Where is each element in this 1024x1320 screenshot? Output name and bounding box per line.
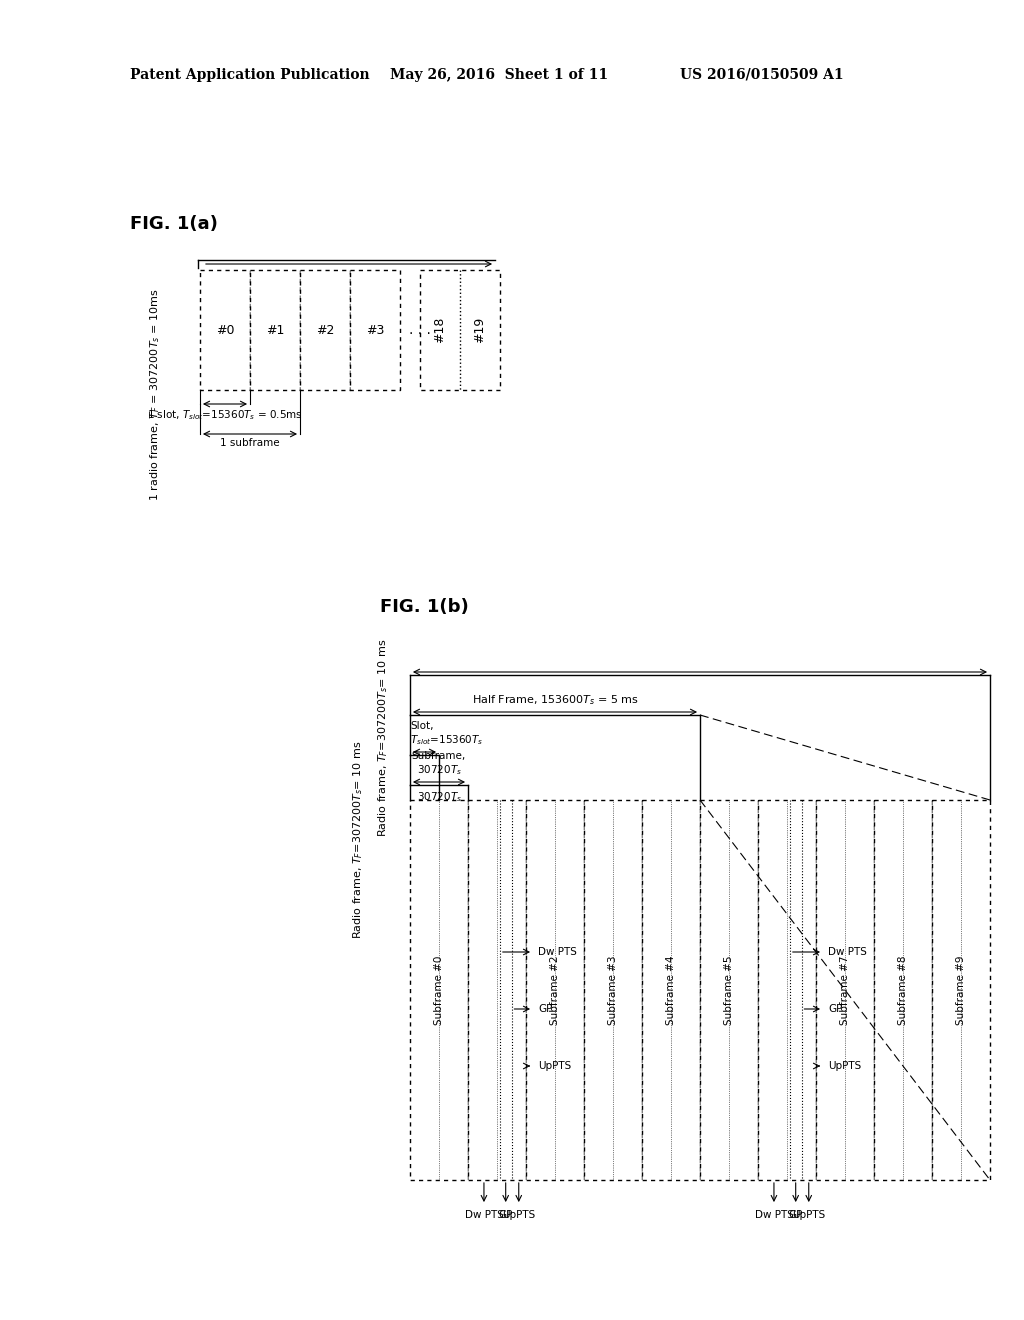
Bar [350, 271, 400, 389]
Text: #18: #18 [433, 317, 446, 343]
Bar [700, 800, 758, 1180]
Text: UpPTS: UpPTS [828, 1061, 861, 1071]
Text: Radio frame, $T_F$=307200$T_s$= 10 ms: Radio frame, $T_F$=307200$T_s$= 10 ms [351, 741, 365, 939]
Text: Dw PTS: Dw PTS [755, 1210, 794, 1220]
Bar [420, 271, 500, 389]
Text: Subframe #4: Subframe #4 [666, 956, 676, 1024]
Bar [642, 800, 700, 1180]
Text: Radio frame, $T_F$=307200$T_s$= 10 ms: Radio frame, $T_F$=307200$T_s$= 10 ms [376, 639, 390, 837]
Text: Half Frame, 153600$T_s$ = 5 ms: Half Frame, 153600$T_s$ = 5 ms [471, 693, 639, 708]
Text: FIG. 1(b): FIG. 1(b) [380, 598, 469, 616]
Text: Dw PTS: Dw PTS [828, 946, 867, 957]
Text: Patent Application Publication: Patent Application Publication [130, 69, 370, 82]
Text: #1: #1 [266, 323, 285, 337]
Text: 1 subframe: 1 subframe [220, 438, 280, 447]
Text: Subframe #8: Subframe #8 [898, 956, 908, 1024]
Text: Slot,
$T_{slot}$=15360$T_s$: Slot, $T_{slot}$=15360$T_s$ [410, 721, 483, 747]
Text: . . .: . . . [409, 323, 431, 337]
Text: GP: GP [828, 1005, 843, 1014]
Text: US 2016/0150509 A1: US 2016/0150509 A1 [680, 69, 844, 82]
Text: #0: #0 [216, 323, 234, 337]
Text: May 26, 2016  Sheet 1 of 11: May 26, 2016 Sheet 1 of 11 [390, 69, 608, 82]
Text: Subframe #3: Subframe #3 [608, 956, 618, 1024]
Text: #19: #19 [473, 317, 486, 343]
Bar [468, 800, 526, 1180]
Text: Subframe #7: Subframe #7 [840, 956, 850, 1024]
Text: UpPTS: UpPTS [793, 1210, 825, 1220]
Text: Subframe #5: Subframe #5 [724, 956, 734, 1024]
Text: Subframe,
30720$T_s$: Subframe, 30720$T_s$ [412, 751, 466, 777]
Text: GP: GP [788, 1210, 803, 1220]
Text: Dw PTS: Dw PTS [538, 946, 577, 957]
Text: UpPTS: UpPTS [538, 1061, 571, 1071]
Text: FIG. 1(a): FIG. 1(a) [130, 215, 218, 234]
Text: UpPTS: UpPTS [502, 1210, 536, 1220]
Bar [758, 800, 816, 1180]
Text: 1 radio frame, $T_F$ = 307200$T_s$ = 10ms: 1 radio frame, $T_F$ = 307200$T_s$ = 10m… [148, 289, 162, 502]
Bar [874, 800, 932, 1180]
Bar [250, 271, 300, 389]
Bar [932, 800, 990, 1180]
Text: GP: GP [538, 1005, 552, 1014]
Bar [526, 800, 584, 1180]
Text: Subframe #0: Subframe #0 [434, 956, 444, 1024]
Text: 1 slot, $T_{slot}$=15360$T_s$ = 0.5ms: 1 slot, $T_{slot}$=15360$T_s$ = 0.5ms [147, 408, 303, 422]
Bar [200, 271, 250, 389]
Text: Subframe #9: Subframe #9 [956, 956, 966, 1024]
Bar [816, 800, 874, 1180]
Text: #3: #3 [366, 323, 384, 337]
Text: 30720$T_s$: 30720$T_s$ [417, 789, 462, 804]
Bar [300, 271, 350, 389]
Text: #2: #2 [315, 323, 334, 337]
Text: GP: GP [499, 1210, 513, 1220]
Bar [410, 800, 468, 1180]
Text: Subframe #2: Subframe #2 [550, 956, 560, 1024]
Text: Dw PTS: Dw PTS [465, 1210, 504, 1220]
Bar [584, 800, 642, 1180]
